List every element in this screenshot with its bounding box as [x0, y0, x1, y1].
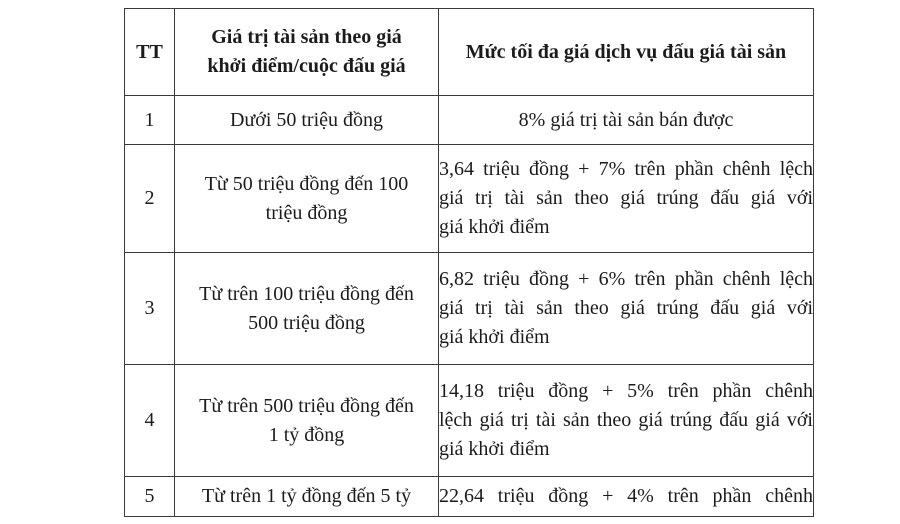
- header-cell-asset-value: Giá trị tài sản theo giá khởi điểm/cuộc đ…: [174, 8, 439, 96]
- table-row: 4 Từ trên 500 triệu đồng đến 1 tỷ đồng 14…: [124, 364, 814, 477]
- cell-fee: 3,64 triệu đồng + 7% trên phần chênh lệc…: [438, 144, 814, 253]
- table-header-row: TT Giá trị tài sản theo giá khởi điểm/cuộ…: [124, 8, 814, 96]
- cell-tt: 1: [124, 95, 175, 145]
- cell-tt: 4: [124, 364, 175, 477]
- table-row: 3 Từ trên 100 triệu đồng đến 500 triệu đồ…: [124, 252, 814, 365]
- cell-asset-value: Từ trên 1 tỷ đồng đến 5 tỷ: [174, 476, 439, 517]
- cell-asset-value: Từ trên 100 triệu đồng đến 500 triệu đồng: [174, 252, 439, 365]
- header-cell-tt: TT: [124, 8, 175, 96]
- auction-service-fee-table: TT Giá trị tài sản theo giá khởi điểm/cuộ…: [124, 8, 814, 517]
- cell-fee: 6,82 triệu đồng + 6% trên phần chênh lệc…: [438, 252, 814, 365]
- table-row: 2 Từ 50 triệu đồng đến 100 triệu đồng 3,6…: [124, 144, 814, 253]
- cell-tt: 2: [124, 144, 175, 253]
- cell-asset-value: Dưới 50 triệu đồng: [174, 95, 439, 145]
- table-row: 5 Từ trên 1 tỷ đồng đến 5 tỷ 22,64 triệu…: [124, 476, 814, 517]
- cell-fee: 22,64 triệu đồng + 4% trên phần chênh: [438, 476, 814, 517]
- cell-fee: 8% giá trị tài sản bán được: [438, 95, 814, 145]
- cell-tt: 3: [124, 252, 175, 365]
- cell-asset-value: Từ trên 500 triệu đồng đến 1 tỷ đồng: [174, 364, 439, 477]
- cell-tt: 5: [124, 476, 175, 517]
- table-row: 1 Dưới 50 triệu đồng 8% giá trị tài sản …: [124, 95, 814, 145]
- cell-fee: 14,18 triệu đồng + 5% trên phần chênh lệc…: [438, 364, 814, 477]
- cell-asset-value: Từ 50 triệu đồng đến 100 triệu đồng: [174, 144, 439, 253]
- header-cell-max-fee: Mức tối đa giá dịch vụ đấu giá tài sản: [438, 8, 814, 96]
